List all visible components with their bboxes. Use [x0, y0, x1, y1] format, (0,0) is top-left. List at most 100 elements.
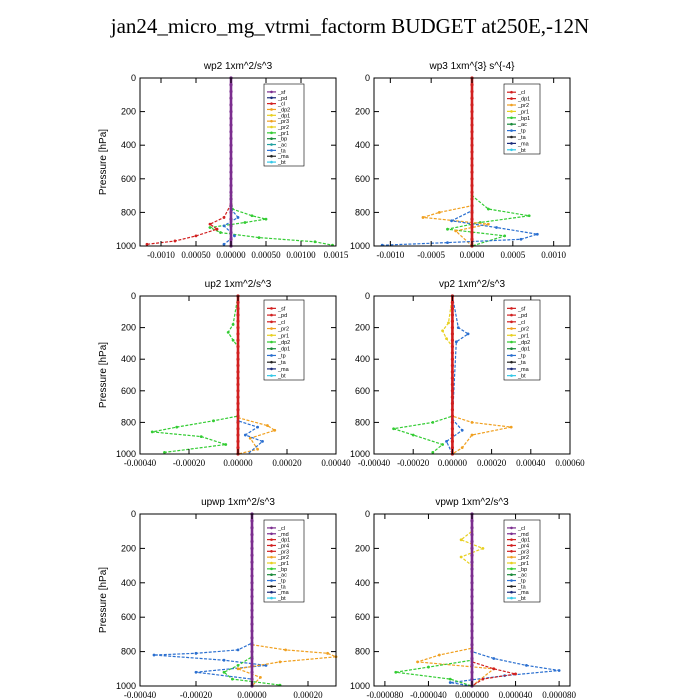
- data-point: [411, 433, 415, 437]
- chart-panel: wp3 1xm^{3} s^{-4} 0 200 400 600 800 1000 -0.00…: [350, 61, 571, 260]
- profile-marker: [229, 157, 233, 161]
- x-tick-label: -0.0010: [147, 250, 175, 260]
- data-point: [446, 227, 449, 231]
- profile-marker: [229, 130, 233, 134]
- profile-marker: [229, 116, 233, 120]
- x-tick-label: 0.00040: [516, 458, 546, 468]
- legend-label: _ma: [277, 590, 290, 596]
- profile-marker: [450, 433, 454, 437]
- profile-marker: [470, 622, 474, 626]
- profile-marker: [470, 650, 474, 654]
- data-point: [222, 670, 226, 674]
- y-tick-label: 800: [121, 417, 136, 427]
- profile-marker: [236, 395, 240, 399]
- y-axis-label: Pressure [hPa]: [98, 342, 109, 408]
- legend-label: _dp1: [277, 347, 290, 353]
- profile-marker: [250, 629, 254, 633]
- data-point: [431, 421, 435, 424]
- series-line: [450, 514, 560, 687]
- series-line: [445, 295, 470, 455]
- profile-marker: [236, 382, 240, 387]
- legend-label: _bp: [277, 567, 287, 573]
- legend-label: _dp1: [277, 538, 290, 544]
- profile-marker: [229, 143, 233, 147]
- y-axis-label: Pressure [hPa]: [98, 129, 109, 195]
- profile-marker: [229, 237, 233, 241]
- data-point: [460, 428, 464, 432]
- legend-label: _ac: [277, 143, 287, 149]
- legend-label: _tp: [517, 353, 526, 359]
- legend-label: _bt: [277, 160, 286, 166]
- data-point: [278, 660, 282, 664]
- data-point: [448, 681, 452, 684]
- data-point: [454, 340, 458, 344]
- profile-marker: [229, 123, 233, 127]
- data-point: [313, 240, 317, 244]
- profile-marker: [470, 560, 474, 564]
- legend-marker: [510, 320, 513, 324]
- legend: _cl_dp1_pr2_pr1_bp1_ac_tp_ta_ma_bt: [503, 83, 541, 155]
- series-line: [441, 295, 453, 454]
- profile-marker: [470, 230, 474, 235]
- chart-title: upwp 1xm^2/s^3: [201, 497, 275, 508]
- data-point: [233, 234, 236, 238]
- profile-marker: [250, 636, 254, 640]
- y-tick-label: 1000: [116, 241, 136, 251]
- profile-marker: [450, 389, 454, 393]
- legend-label: _sf: [277, 90, 286, 96]
- y-tick-label: 600: [121, 386, 136, 396]
- profile-marker: [450, 338, 454, 342]
- legend-label: _pd: [517, 313, 527, 319]
- legend-label: _ta: [517, 584, 527, 590]
- profile-marker: [236, 401, 240, 406]
- data-point: [236, 216, 240, 219]
- profile-marker: [236, 408, 240, 412]
- legend-label: _cl: [517, 526, 525, 532]
- legend-label: _pr2: [277, 327, 289, 333]
- y-tick-label: 400: [121, 140, 136, 150]
- data-point: [194, 234, 198, 238]
- series-line: [237, 296, 264, 455]
- profile-marker: [236, 319, 240, 323]
- legend-label: _cl: [277, 102, 285, 108]
- data-point: [427, 665, 430, 669]
- legend-marker: [510, 367, 513, 371]
- data-point: [243, 221, 247, 224]
- data-point: [231, 323, 235, 326]
- x-tick-label: 0.000040: [499, 690, 533, 700]
- legend-label: _tp: [517, 129, 526, 135]
- legend-label: _ta: [277, 584, 287, 590]
- data-point: [447, 321, 450, 325]
- y-tick-label: 600: [121, 612, 136, 622]
- legend-marker: [510, 374, 513, 377]
- legend-label: _pd: [277, 96, 287, 102]
- profile-marker: [236, 427, 240, 431]
- data-point: [481, 547, 485, 550]
- profile-marker: [470, 217, 474, 221]
- data-point: [416, 660, 419, 664]
- series-line: [146, 78, 232, 245]
- legend-label: _ta: [517, 135, 527, 141]
- legend-marker: [270, 590, 273, 594]
- y-tick-label: 600: [121, 174, 136, 184]
- legend-marker: [270, 550, 273, 553]
- profile-marker: [236, 344, 240, 349]
- legend-marker: [270, 102, 273, 105]
- y-tick-label: 600: [355, 174, 370, 184]
- data-point: [163, 451, 166, 454]
- data-point: [222, 216, 226, 219]
- legend-marker: [270, 96, 273, 100]
- profile-marker: [250, 656, 254, 661]
- legend-label: _ac: [277, 573, 287, 579]
- data-point: [509, 425, 513, 429]
- data-point: [441, 443, 444, 446]
- legend-marker: [270, 143, 273, 146]
- profile-marker: [470, 143, 474, 147]
- legend-marker: [510, 347, 513, 351]
- legend-marker: [510, 596, 513, 600]
- chart-title: wp3 1xm^{3} s^{-4}: [429, 61, 516, 72]
- data-point: [212, 419, 215, 423]
- x-tick-label: -0.000040: [410, 690, 447, 700]
- legend-label: _sf: [517, 306, 526, 312]
- x-tick-label: 0.00020: [477, 458, 507, 468]
